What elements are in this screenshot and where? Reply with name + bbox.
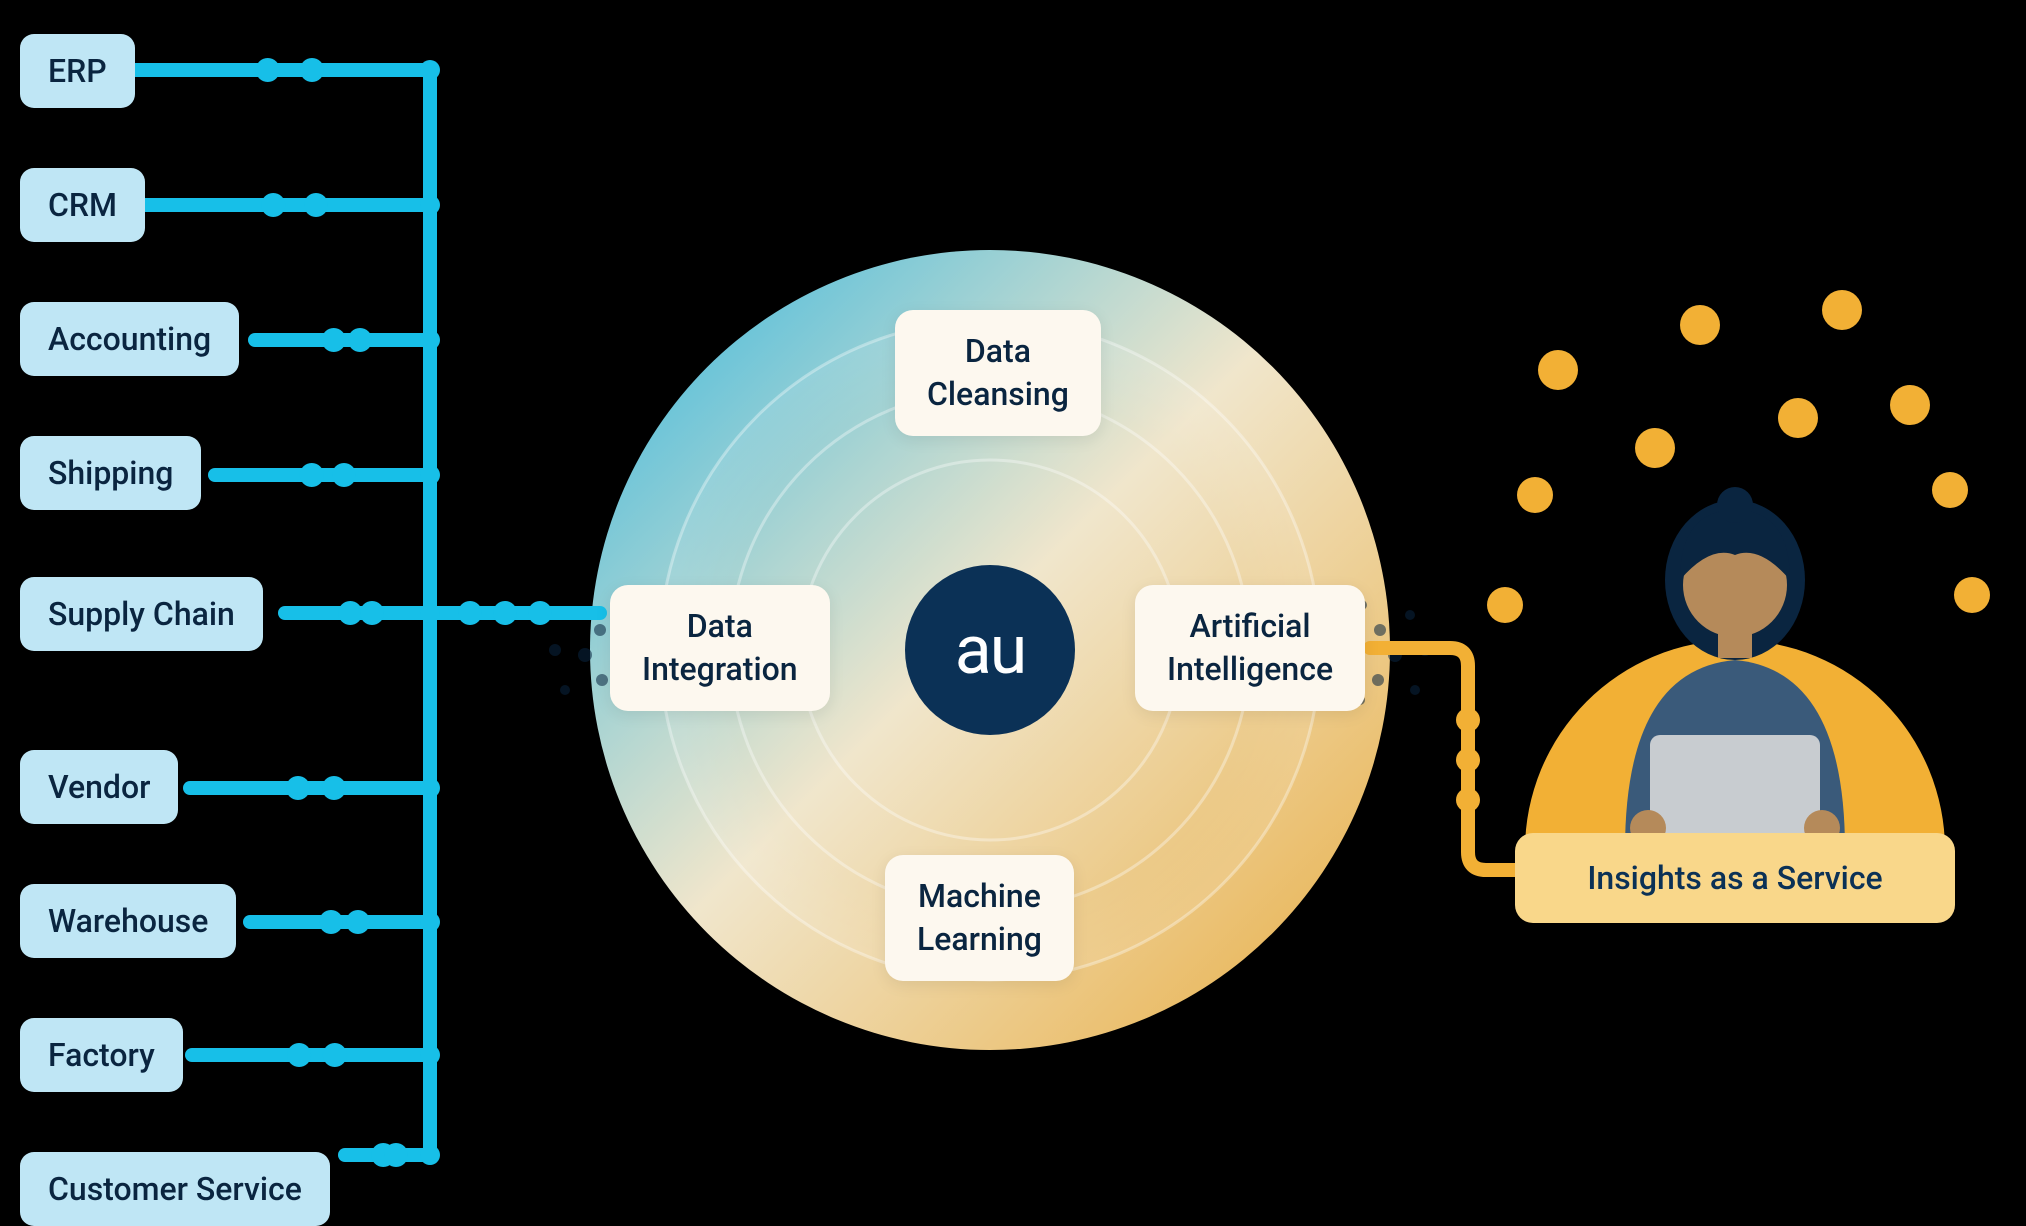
- source-box-shipping: Shipping: [20, 436, 201, 510]
- source-box-customer-service: Customer Service: [20, 1152, 330, 1226]
- source-label: Supply Chain: [48, 595, 235, 633]
- source-label: ERP: [48, 52, 107, 90]
- capability-label: Intelligence: [1167, 650, 1333, 688]
- source-box-vendor: Vendor: [20, 750, 178, 824]
- insights-label: Insights as a Service: [1587, 859, 1882, 897]
- person-illustration: [1487, 290, 1990, 868]
- capability-label: Artificial: [1189, 607, 1310, 645]
- source-label: Customer Service: [48, 1170, 302, 1208]
- capability-machine-learning: Machine Learning: [885, 855, 1074, 981]
- capability-data-cleansing: Data Cleansing: [895, 310, 1101, 436]
- source-label: Vendor: [48, 768, 150, 806]
- capability-label: Cleansing: [927, 375, 1069, 413]
- capability-label: Data: [965, 332, 1031, 370]
- capability-label: Integration: [642, 650, 798, 688]
- source-label: Warehouse: [48, 902, 208, 940]
- insights-as-a-service-box: Insights as a Service: [1515, 833, 1955, 923]
- source-label: Accounting: [48, 320, 211, 358]
- center-logo: au: [905, 565, 1075, 735]
- output-connector: [1370, 648, 1515, 870]
- source-box-factory: Factory: [20, 1018, 183, 1092]
- capability-label: Data: [687, 607, 753, 645]
- center-logo-text: au: [955, 610, 1025, 690]
- capability-label: Learning: [917, 920, 1042, 958]
- source-connector-nodes: [256, 58, 552, 1167]
- source-box-crm: CRM: [20, 168, 145, 242]
- source-box-supply-chain: Supply Chain: [20, 577, 263, 651]
- capability-artificial-intelligence: Artificial Intelligence: [1135, 585, 1365, 711]
- source-box-accounting: Accounting: [20, 302, 239, 376]
- capability-data-integration: Data Integration: [610, 585, 830, 711]
- source-label: Shipping: [48, 454, 173, 492]
- capability-label: Machine: [918, 877, 1041, 915]
- source-label: Factory: [48, 1036, 155, 1074]
- burst-right: [1355, 600, 1431, 705]
- source-box-warehouse: Warehouse: [20, 884, 236, 958]
- source-box-erp: ERP: [20, 34, 135, 108]
- source-label: CRM: [48, 186, 117, 224]
